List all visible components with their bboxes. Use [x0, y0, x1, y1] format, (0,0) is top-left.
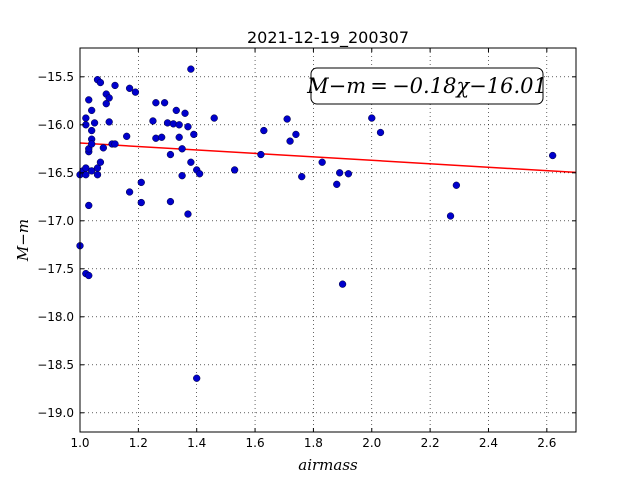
- data-point: [298, 172, 306, 181]
- data-point: [93, 164, 102, 172]
- y-axis-label: M−m: [14, 219, 32, 262]
- data-point: [452, 181, 461, 189]
- data-point: [90, 119, 99, 127]
- data-point: [260, 126, 268, 135]
- data-point: [85, 96, 93, 104]
- chart-title: 2021-12-19_200307: [247, 28, 409, 48]
- data-point: [549, 151, 557, 160]
- data-point: [96, 78, 105, 87]
- annotation-box: [310, 67, 544, 105]
- y-tick-label: −19.0: [37, 406, 74, 420]
- y-tick-labels: −15.5 −16.0 −16.5 −17.0 −17.5 −18.0 −18.5 −19.0: [37, 70, 74, 420]
- data-point: [137, 198, 145, 207]
- data-point: [336, 169, 344, 177]
- data-point: [111, 140, 119, 148]
- x-tick-label: 2.2: [421, 436, 440, 450]
- x-tick-label: 1.2: [129, 436, 148, 450]
- data-point: [195, 170, 204, 178]
- data-point: [286, 137, 294, 145]
- x-tick-labels: 1.0 1.2 1.4 1.6 1.8 2.0 2.2 2.4 2.6: [70, 436, 556, 450]
- y-tick-label: −16.5: [37, 166, 74, 180]
- data-point: [230, 166, 239, 174]
- data-point: [190, 130, 198, 139]
- data-point: [166, 197, 175, 206]
- data-point: [82, 114, 90, 122]
- data-point: [93, 171, 102, 179]
- data-point: [111, 81, 119, 90]
- y-tick-label: −17.5: [37, 262, 74, 276]
- data-point: [125, 188, 134, 196]
- data-point: [184, 210, 192, 218]
- x-tick-label: 2.4: [479, 436, 498, 450]
- data-point: [85, 271, 93, 280]
- data-point: [125, 84, 134, 92]
- data-point: [105, 118, 113, 126]
- data-point: [178, 145, 186, 153]
- x-tick-label: 1.0: [70, 436, 89, 450]
- plot-frame: [79, 47, 577, 433]
- data-point: [88, 126, 96, 135]
- data-point: [88, 167, 96, 175]
- data-point: [368, 114, 376, 122]
- data-point: [149, 117, 157, 125]
- x-axis-label: airmass: [298, 456, 358, 474]
- data-point: [187, 158, 195, 166]
- x-tick-label: 1.4: [187, 436, 206, 450]
- data-point: [102, 100, 110, 108]
- data-point: [175, 121, 183, 129]
- data-point: [88, 140, 96, 148]
- plot-area: [80, 48, 576, 432]
- data-point: [257, 150, 265, 159]
- data-point: [318, 158, 326, 166]
- data-point: [166, 150, 175, 159]
- data-point: [193, 374, 201, 382]
- data-point: [187, 65, 195, 73]
- data-point: [184, 123, 192, 131]
- grid: [79, 48, 576, 432]
- data-point: [99, 144, 107, 152]
- fit-equation-annotation: M−m = −0.18χ−16.01: [306, 74, 547, 98]
- data-point: [152, 99, 160, 107]
- data-point: [181, 109, 189, 117]
- x-tick-label: 2.0: [362, 436, 381, 450]
- x-tick-label: 2.6: [537, 436, 556, 450]
- data-point: [283, 115, 291, 123]
- data-point: [175, 133, 183, 141]
- x-tick-label: 1.6: [246, 436, 265, 450]
- data-point: [344, 170, 353, 178]
- data-point: [178, 172, 186, 180]
- data-point: [446, 212, 455, 220]
- data-point: [158, 133, 166, 141]
- data-point: [123, 132, 131, 140]
- data-point: [172, 106, 180, 115]
- y-tick-label: −15.5: [37, 70, 74, 84]
- data-point: [105, 94, 113, 102]
- data-point: [292, 130, 300, 139]
- data-point: [96, 158, 105, 166]
- data-point: [85, 201, 93, 210]
- data-point: [131, 88, 140, 96]
- x-tick-label: 1.8: [304, 436, 323, 450]
- data-point: [338, 280, 347, 288]
- data-point: [88, 106, 96, 115]
- data-point: [82, 171, 90, 179]
- data-point: [137, 178, 145, 187]
- data-points: [76, 65, 557, 382]
- axis-ticks: [79, 48, 576, 432]
- y-tick-label: −18.0: [37, 310, 74, 324]
- data-point: [160, 99, 169, 107]
- data-point: [376, 128, 385, 137]
- data-point: [210, 114, 218, 122]
- data-point: [333, 180, 341, 188]
- y-tick-label: −18.5: [37, 358, 74, 372]
- y-tick-label: −17.0: [37, 214, 74, 228]
- fit-line: [79, 142, 577, 174]
- y-tick-label: −16.0: [37, 118, 74, 132]
